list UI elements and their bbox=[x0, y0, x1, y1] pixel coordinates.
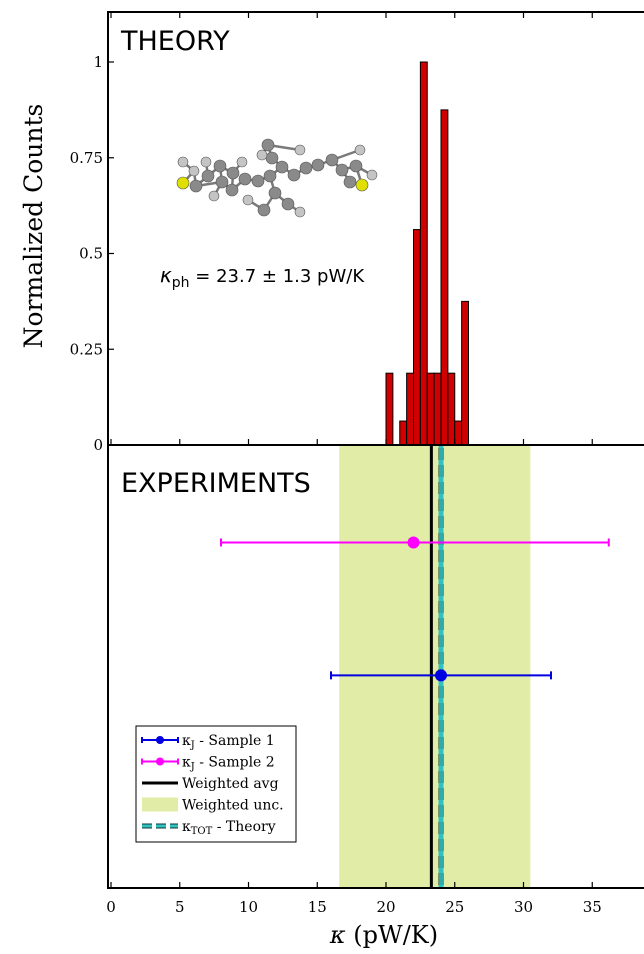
molecule-atom bbox=[263, 169, 277, 183]
y-tick-label: 0 bbox=[93, 436, 103, 454]
data-point-sample-2 bbox=[407, 536, 420, 549]
molecule-atom bbox=[299, 161, 313, 175]
molecule-structure-image bbox=[176, 138, 378, 218]
molecule-atom bbox=[294, 206, 306, 218]
weighted-uncertainty-band bbox=[339, 445, 531, 888]
molecule-atom bbox=[281, 197, 295, 211]
y-tick-label: 0.5 bbox=[79, 245, 103, 263]
molecule-atom bbox=[188, 165, 200, 177]
histogram-bar-7 bbox=[433, 372, 442, 445]
histogram-bar-4 bbox=[413, 229, 421, 445]
molecule-atom bbox=[226, 166, 240, 180]
histogram-bar-6 bbox=[426, 372, 435, 445]
experiments-axes-frame bbox=[107, 444, 644, 889]
histogram-bar-9 bbox=[447, 372, 456, 445]
molecule-atom bbox=[176, 176, 190, 190]
legend-marker-dot bbox=[156, 757, 164, 766]
x-tick-label: 10 bbox=[239, 898, 258, 916]
x-axis-title: κ (pW/K) bbox=[329, 921, 438, 949]
molecule-atom bbox=[251, 174, 265, 188]
theory-panel-title: THEORY bbox=[120, 26, 230, 57]
molecule-atom bbox=[257, 203, 271, 217]
histogram-bar-10 bbox=[454, 420, 463, 445]
data-point-sample-1 bbox=[435, 669, 447, 682]
molecule-atom bbox=[201, 169, 215, 183]
molecule-atom bbox=[355, 178, 369, 192]
x-tick-label: 35 bbox=[583, 898, 602, 916]
legend-label: Weighted unc. bbox=[182, 798, 284, 814]
histogram-bar-8 bbox=[440, 109, 449, 445]
legend-label: κJ - Sample 2 bbox=[182, 755, 275, 773]
histogram-bar-11 bbox=[461, 300, 469, 445]
experiments-plot-area bbox=[220, 445, 610, 888]
molecule-atom bbox=[256, 149, 268, 161]
theory-total-line-fill bbox=[439, 445, 443, 888]
legend-marker-dot bbox=[156, 736, 164, 744]
axis-ticks bbox=[108, 12, 593, 888]
histogram-bar-3 bbox=[406, 372, 414, 445]
molecule-atom bbox=[236, 156, 248, 168]
molecule-atom bbox=[349, 159, 363, 173]
molecule-atom bbox=[354, 144, 366, 156]
experiments-panel-title: EXPERIMENTS bbox=[121, 468, 311, 499]
y-axis-title: Normalized Counts bbox=[19, 104, 48, 349]
molecule-atom bbox=[325, 153, 339, 167]
molecule-atom bbox=[287, 168, 301, 182]
y-tick-label: 1 bbox=[93, 53, 103, 71]
molecule-atom bbox=[261, 138, 275, 152]
molecule-atom bbox=[213, 159, 227, 173]
histogram-bar-5 bbox=[419, 61, 428, 445]
x-tick-label: 30 bbox=[514, 898, 533, 916]
histogram-bar-1 bbox=[385, 372, 394, 445]
molecule-atom bbox=[189, 179, 203, 193]
molecule-atom bbox=[265, 151, 279, 165]
molecule-atom bbox=[242, 194, 254, 206]
theory-axes-frame bbox=[107, 11, 644, 446]
molecule-atom bbox=[238, 172, 252, 186]
molecule-atom bbox=[225, 183, 239, 197]
x-tick-label: 25 bbox=[445, 898, 464, 916]
molecule-atom bbox=[215, 175, 229, 189]
molecule-atom bbox=[177, 156, 189, 168]
molecule-atom bbox=[275, 160, 289, 174]
y-tick-label: 0.75 bbox=[70, 149, 103, 167]
theory-plot-area bbox=[385, 61, 469, 445]
histogram-bar-2 bbox=[399, 420, 408, 445]
kappa-ph-annotation: κph = 23.7 ± 1.3 pW/K bbox=[160, 263, 365, 291]
molecule-atom bbox=[343, 175, 357, 189]
legend: κJ - Sample 1 κJ - Sample 2 Weighted avg We… bbox=[135, 725, 297, 843]
legend-label: Weighted avg bbox=[182, 776, 279, 792]
legend-marker-patch bbox=[142, 797, 178, 812]
x-tick-label: 0 bbox=[106, 898, 116, 916]
y-tick-label: 0.25 bbox=[70, 340, 103, 358]
molecule-atom bbox=[200, 156, 212, 168]
molecule-atom bbox=[208, 190, 220, 202]
molecule-atom bbox=[311, 158, 325, 172]
x-tick-label: 5 bbox=[175, 898, 185, 916]
molecule-atom bbox=[366, 169, 378, 181]
x-tick-label: 15 bbox=[308, 898, 327, 916]
legend-label: κJ - Sample 1 bbox=[182, 733, 275, 751]
x-tick-label: 20 bbox=[376, 898, 395, 916]
molecule-atom bbox=[294, 144, 306, 156]
axis-labels: 0 5 10 15 20 25 30 35 0 0.25 0.5 0.75 1 bbox=[70, 53, 602, 916]
molecule-atom bbox=[335, 163, 349, 177]
legend-label: κTOT - Theory bbox=[182, 819, 276, 837]
molecule-atom bbox=[268, 186, 282, 200]
